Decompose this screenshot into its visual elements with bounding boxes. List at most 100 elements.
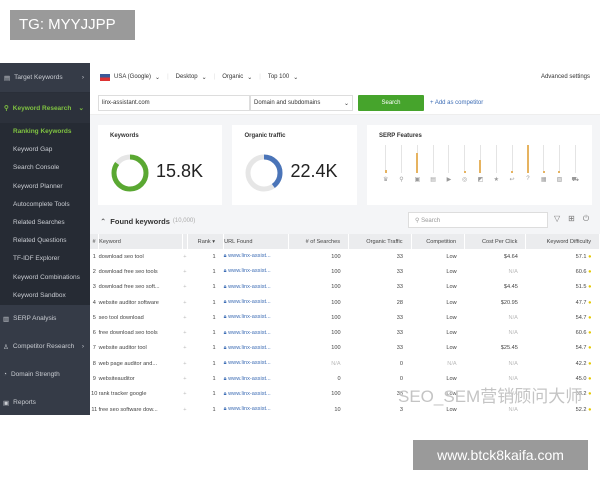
url-cell[interactable]: 🔒︎ www.linx-assist... (224, 341, 289, 356)
column-header[interactable]: # of Searches (288, 234, 350, 249)
sidebar-subitem[interactable]: Search Console (13, 164, 60, 172)
url-link[interactable]: www.linx-assist... (228, 406, 271, 413)
sidebar-item-target-keywords[interactable]: ▤ Target Keywords › (0, 63, 90, 93)
sidebar-item[interactable]: ♙ Competitor Research › (0, 333, 90, 361)
serp-feature[interactable]: ⚲ (397, 145, 407, 184)
rank-cell: 1 (212, 284, 216, 291)
add-keyword-button[interactable]: + (183, 253, 187, 260)
collapse-icon[interactable]: ⌃ (100, 216, 107, 226)
serp-feature[interactable]: ▦ (539, 145, 549, 184)
lock-icon: 🔒︎ (223, 360, 227, 367)
column-header[interactable]: Cost Per Click (464, 234, 527, 249)
sidebar-subitem[interactable]: Keyword Gap (13, 146, 53, 154)
column-header[interactable]: Keyword (98, 234, 184, 249)
table-row[interactable]: 1 download seo tool +1 🔒︎ www.linx-assist..… (90, 249, 600, 264)
url-link[interactable]: www.linx-assist... (228, 283, 271, 290)
table-row[interactable]: 9 websiteauditor +1 🔒︎ www.linx-assist... 0 0… (90, 371, 600, 386)
sidebar-subitem[interactable]: Keyword Planner (13, 182, 63, 190)
device-select[interactable]: Desktop (175, 74, 198, 80)
column-header[interactable]: Organic Traffic (348, 234, 412, 249)
url-cell[interactable]: 🔒︎ www.linx-assist... (224, 264, 289, 279)
filter-icon[interactable]: ▽ (554, 214, 561, 223)
sidebar-item[interactable]: ▥ SERP Analysis (0, 305, 90, 333)
add-competitor-link[interactable]: + Add as competitor (430, 99, 484, 106)
column-header[interactable]: Keyword Difficulty (525, 234, 600, 249)
url-link[interactable]: www.linx-assist... (228, 375, 271, 382)
url-link[interactable]: www.linx-assist... (228, 299, 271, 306)
add-keyword-button[interactable]: + (183, 284, 187, 291)
url-cell[interactable]: 🔒︎ www.linx-assist... (224, 387, 289, 402)
sidebar-item[interactable]: ◔ Domain Strength (0, 361, 90, 389)
serp-feature[interactable]: ↩ (507, 145, 517, 184)
url-cell[interactable]: 🔒︎ www.linx-assist... (224, 325, 289, 340)
add-keyword-button[interactable]: + (183, 314, 187, 321)
table-row[interactable]: 11 free seo software dow... +1 🔒︎ www.linx-… (90, 402, 600, 415)
filter-bar: USA (Google) ⌄ | Desktop ⌄ | Organic ⌄ | Top 1… (90, 63, 600, 91)
add-keyword-button[interactable]: + (183, 406, 187, 413)
serp-feature[interactable]: ⛟ (571, 145, 581, 184)
type-select[interactable]: Organic (222, 74, 244, 80)
table-row[interactable]: 10 rank tracker google +1 🔒︎ www.linx-assis… (90, 387, 600, 402)
add-keyword-button[interactable]: + (183, 299, 187, 306)
add-keyword-button[interactable]: + (183, 345, 187, 352)
url-cell[interactable]: 🔒︎ www.linx-assist... (224, 280, 289, 295)
advanced-settings[interactable]: Advanced settings (540, 74, 590, 80)
add-keyword-button[interactable]: + (183, 376, 187, 383)
sidebar-subitem[interactable]: Keyword Sandbox (13, 291, 66, 299)
sidebar-subitem[interactable]: Related Questions (13, 237, 67, 245)
url-link[interactable]: www.linx-assist... (228, 268, 271, 275)
url-cell[interactable]: 🔒︎ www.linx-assist... (224, 356, 289, 371)
url-cell[interactable]: 🔒︎ www.linx-assist... (224, 295, 289, 310)
url-link[interactable]: www.linx-assist... (228, 329, 271, 336)
sidebar-subitem[interactable]: Related Searches (13, 218, 65, 226)
table-row[interactable]: 4 website auditor software +1 🔒︎ www.linx-a… (90, 295, 600, 310)
serp-feature[interactable]: ★ (492, 145, 502, 184)
table-row[interactable]: 5 seo tool download +1 🔒︎ www.linx-assist..… (90, 310, 600, 325)
table-row[interactable]: 2 download free seo tools +1 🔒︎ www.linx-as… (90, 264, 600, 279)
add-keyword-button[interactable]: + (183, 360, 187, 367)
country-select[interactable]: USA (Google) (114, 74, 152, 80)
url-link[interactable]: www.linx-assist... (228, 253, 271, 260)
serp-feature[interactable]: ▤ (428, 145, 438, 184)
sidebar-subitem[interactable]: Ranking Keywords (13, 128, 72, 135)
url-link[interactable]: www.linx-assist... (228, 360, 271, 367)
url-link[interactable]: www.linx-assist... (228, 314, 271, 321)
sidebar-subitem[interactable]: Keyword Combinations (13, 273, 80, 281)
column-header[interactable]: Rank ▾ (187, 234, 225, 249)
column-header[interactable]: Competition (411, 234, 466, 249)
add-keyword-button[interactable]: + (183, 330, 187, 337)
search-button[interactable]: Search (358, 94, 424, 111)
sidebar-item-keyword-research[interactable]: ⚲ Keyword Research ⌄ (0, 93, 90, 123)
sidebar-subitem[interactable]: Autocomplete Tools (13, 200, 70, 208)
table-row[interactable]: 3 download free seo soft... +1 🔒︎ www.linx-… (90, 280, 600, 295)
serp-feature[interactable]: ▧ (555, 145, 565, 184)
serp-feature[interactable]: ♛ (381, 145, 391, 184)
url-cell[interactable]: 🔒︎ www.linx-assist... (224, 402, 289, 415)
url-link[interactable]: www.linx-assist... (228, 390, 271, 397)
serp-feature[interactable]: ◩ (476, 145, 486, 184)
sidebar-subitem[interactable]: TF-IDF Explorer (13, 255, 60, 263)
domain-input[interactable]: linx-assistant.com (98, 94, 250, 111)
url-cell[interactable]: 🔒︎ www.linx-assist... (224, 371, 289, 386)
serp-feature[interactable]: ▣ (413, 145, 423, 184)
add-keyword-button[interactable]: + (183, 268, 187, 275)
export-icon[interactable]: ⏻ (582, 214, 590, 223)
table-row[interactable]: 8 web page auditor and... +1 🔒︎ www.linx-as… (90, 356, 600, 371)
table-search-input[interactable]: ⚲ Search (408, 212, 548, 228)
url-cell[interactable]: 🔒︎ www.linx-assist... (224, 310, 289, 325)
scope-select[interactable]: Domain and subdomains ⌄ (250, 94, 353, 111)
serp-feature[interactable]: ▶ (444, 145, 454, 184)
serp-feature[interactable]: ◎ (460, 145, 470, 184)
serp-feature[interactable]: ? (523, 145, 533, 184)
url-cell[interactable]: 🔒︎ www.linx-assist... (224, 249, 289, 264)
add-keyword-button[interactable]: + (183, 391, 187, 398)
top-select[interactable]: Top 100 (267, 74, 290, 80)
table-row[interactable]: 6 free download seo tools +1 🔒︎ www.linx-as… (90, 325, 600, 340)
table-row[interactable]: 7 website auditor tool +1 🔒︎ www.linx-assis… (90, 341, 600, 356)
url-link[interactable]: www.linx-assist... (228, 344, 271, 351)
column-header[interactable]: URL Found (223, 234, 290, 249)
columns-icon[interactable]: ⊞ (568, 214, 575, 223)
column-header[interactable]: # (90, 234, 100, 249)
sidebar-item[interactable]: ▣ Reports (0, 389, 90, 415)
competition-cell: Low (446, 345, 457, 352)
